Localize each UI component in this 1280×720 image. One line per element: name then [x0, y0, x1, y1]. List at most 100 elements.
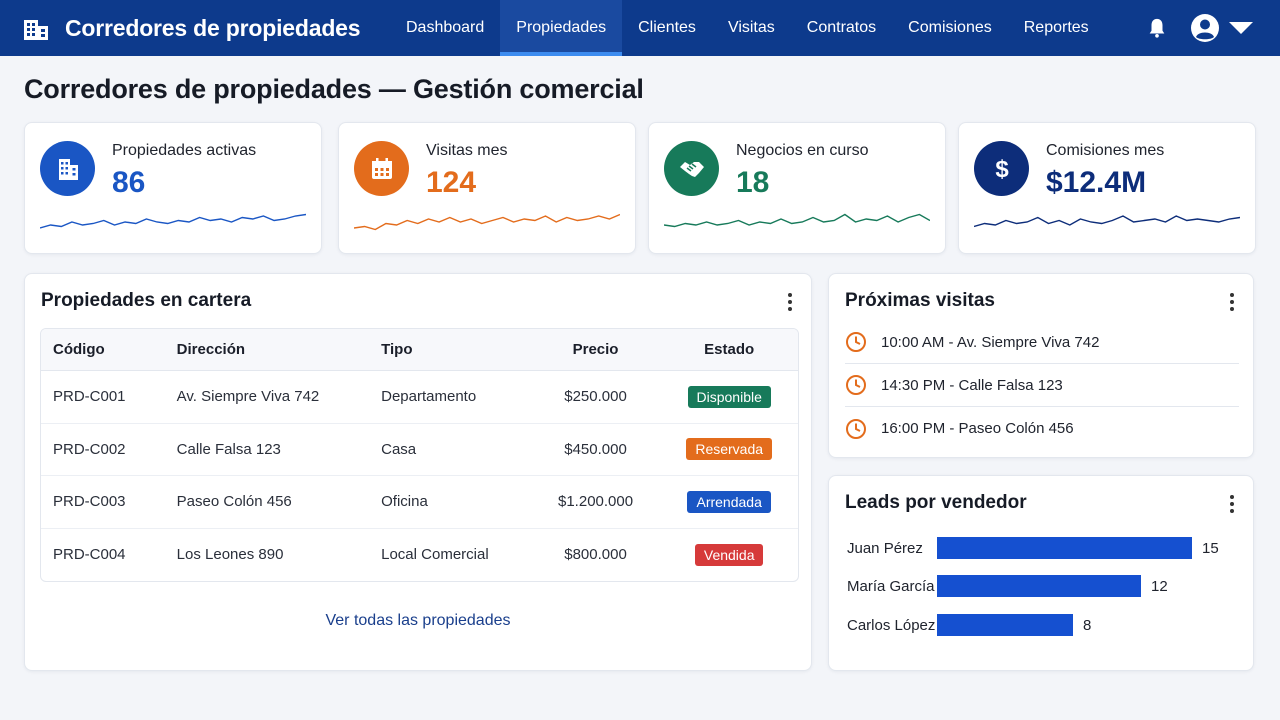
kpi-sparkline	[40, 213, 306, 229]
clock-icon	[846, 375, 866, 395]
cell-address: Calle Falsa 123	[176, 440, 281, 458]
top-navbar: Corredores de propiedades Dashboard Prop…	[0, 0, 1280, 56]
building-icon	[40, 141, 95, 196]
view-all-properties-link[interactable]: Ver todas las propiedades	[325, 612, 511, 629]
page-title: Corredores de propiedades — Gestión come…	[24, 74, 644, 104]
table-row[interactable]: PRD-C001 Av. Siempre Viva 742 Departamen…	[41, 371, 798, 424]
cell-type: Casa	[381, 440, 417, 458]
top-actions	[1146, 0, 1256, 56]
lead-name: María García	[847, 577, 935, 595]
cell-price: $250.000	[564, 388, 627, 406]
visit-text: 16:00 PM - Paseo Colón 456	[881, 420, 1074, 437]
lead-row: María García 12	[847, 575, 1168, 597]
more-options-icon[interactable]	[1229, 293, 1235, 311]
sparkline-path	[354, 213, 620, 231]
cell-type: Departamento	[381, 388, 477, 406]
nav-reportes[interactable]: Reportes	[1023, 19, 1089, 36]
cell-address: Los Leones 890	[176, 546, 284, 564]
status-badge: Vendida	[694, 543, 764, 566]
table-row[interactable]: PRD-C004 Los Leones 890 Local Comercial …	[41, 529, 798, 582]
kpi-value: 86	[112, 166, 146, 199]
upcoming-visits-panel: Próximas visitas 10:00 AM - Av. Siempre …	[828, 273, 1254, 458]
lead-bar	[937, 575, 1141, 597]
status-badge: Arrendada	[687, 490, 771, 513]
cell-price: $1.200.000	[558, 493, 634, 511]
sparkline-path	[664, 213, 930, 228]
cell-price: $450.000	[564, 440, 627, 458]
column-header-precio[interactable]: Precio	[572, 341, 619, 358]
column-header-estado[interactable]: Estado	[704, 341, 755, 358]
properties-panel: Propiedades en cartera Código Dirección …	[24, 273, 812, 671]
kpi-label: Propiedades activas	[112, 142, 257, 159]
cell-code: PRD-C004	[53, 546, 126, 564]
brand[interactable]: Corredores de propiedades	[0, 14, 390, 42]
clock-icon	[846, 332, 866, 352]
visit-item[interactable]: 16:00 PM - Paseo Colón 456	[845, 407, 1239, 450]
sparkline-path	[40, 213, 306, 229]
kpi-value: $12.4M	[1046, 166, 1147, 199]
cell-address: Paseo Colón 456	[176, 493, 292, 511]
cell-code: PRD-C002	[53, 440, 126, 458]
kpi-card-propiedades[interactable]: Propiedades activas 86	[24, 122, 322, 254]
nav-comisiones[interactable]: Comisiones	[908, 19, 992, 36]
lead-name: Carlos López	[847, 616, 936, 634]
chevron-down-icon	[1229, 22, 1253, 34]
leads-panel: Leads por vendedor Juan Pérez 15 María G…	[828, 475, 1254, 671]
visit-item[interactable]: 10:00 AM - Av. Siempre Viva 742	[845, 321, 1239, 364]
panel-title: Propiedades en cartera	[41, 290, 252, 311]
cell-type: Local Comercial	[381, 546, 489, 564]
svg-text:$: $	[995, 156, 1009, 183]
column-header-direccion[interactable]: Dirección	[176, 341, 246, 358]
nav-dashboard[interactable]: Dashboard	[406, 19, 485, 36]
building-logo-icon	[24, 20, 48, 40]
more-options-icon[interactable]	[1229, 495, 1235, 513]
more-options-icon[interactable]	[787, 293, 793, 311]
column-header-codigo[interactable]: Código	[53, 341, 105, 358]
clock-icon	[846, 418, 866, 439]
kpi-sparkline	[664, 213, 930, 228]
lead-row: Juan Pérez 15	[847, 537, 1219, 559]
nav-visitas[interactable]: Visitas	[727, 19, 775, 36]
cell-code: PRD-C001	[53, 388, 126, 406]
lead-bar	[937, 614, 1073, 636]
dollar-icon: $	[974, 141, 1029, 196]
cell-address: Av. Siempre Viva 742	[176, 388, 320, 406]
table-row[interactable]: PRD-C002 Calle Falsa 123 Casa $450.000 R…	[41, 424, 798, 476]
lead-row: Carlos López 8	[847, 614, 1091, 636]
cell-price: $800.000	[564, 546, 627, 564]
handshake-icon	[664, 141, 719, 196]
kpi-card-comisiones[interactable]: $ Comisiones mes $12.4M	[958, 122, 1256, 254]
kpi-value: 124	[426, 166, 477, 199]
nav-clientes[interactable]: Clientes	[638, 19, 696, 36]
sparkline-path	[974, 215, 1240, 228]
nav-propiedades[interactable]: Propiedades	[500, 0, 623, 56]
user-menu[interactable]	[1190, 13, 1256, 43]
kpi-card-negocios[interactable]: Negocios en curso 18	[648, 122, 946, 254]
lead-value: 8	[1083, 616, 1092, 634]
panel-title: Próximas visitas	[845, 290, 995, 311]
lead-value: 15	[1202, 539, 1219, 557]
panel-title: Leads por vendedor	[845, 492, 1027, 513]
table-header: Código Dirección Tipo Precio Estado	[41, 329, 798, 371]
status-badge: Reservada	[686, 438, 773, 461]
kpi-label: Visitas mes	[426, 142, 508, 159]
kpi-card-visitas[interactable]: Visitas mes 124	[338, 122, 636, 254]
lead-bar	[937, 537, 1192, 559]
visit-text: 10:00 AM - Av. Siempre Viva 742	[881, 333, 1100, 351]
main-nav: Dashboard Propiedades Clientes Visitas C…	[390, 0, 1105, 56]
cell-type: Oficina	[381, 493, 428, 511]
kpi-sparkline	[974, 215, 1240, 228]
column-header-tipo[interactable]: Tipo	[381, 341, 413, 358]
kpi-sparkline	[354, 213, 620, 231]
kpi-label: Negocios en curso	[736, 142, 869, 159]
visit-text: 14:30 PM - Calle Falsa 123	[881, 376, 1063, 394]
nav-contratos[interactable]: Contratos	[806, 19, 877, 36]
cell-code: PRD-C003	[53, 493, 126, 511]
table-row[interactable]: PRD-C003 Paseo Colón 456 Oficina $1.200.…	[41, 476, 798, 529]
status-badge: Disponible	[687, 385, 771, 408]
bell-icon[interactable]	[1146, 17, 1168, 39]
lead-name: Juan Pérez	[847, 539, 923, 557]
visit-item[interactable]: 14:30 PM - Calle Falsa 123	[845, 364, 1239, 407]
properties-table: Código Dirección Tipo Precio Estado PRD-…	[40, 328, 799, 582]
kpi-label: Comisiones mes	[1046, 142, 1165, 159]
